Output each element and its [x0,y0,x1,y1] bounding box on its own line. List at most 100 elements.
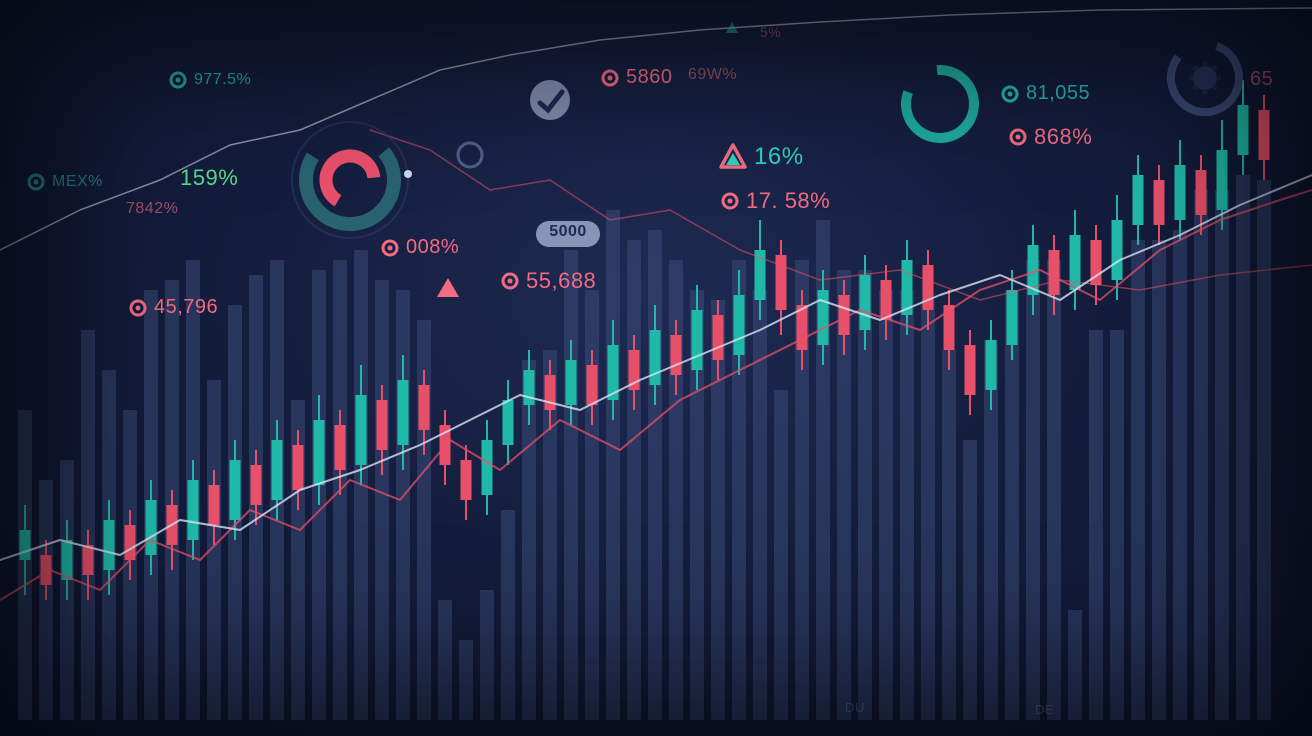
volume-bar [1068,610,1082,720]
candle-body [587,365,598,405]
annotation-text: MEX% [52,173,103,191]
candle-body [83,545,94,575]
volume-bar [753,290,767,720]
candle-body [692,310,703,370]
donut-dot [404,170,412,178]
volume-bar [396,290,410,720]
ring-small-icon [26,172,46,192]
volume-bar [963,440,977,720]
ring-small-icon [128,298,148,318]
annotation-a7: 5000 [535,220,601,248]
annotation-a5: 977.5% [168,70,251,90]
volume-bar [942,350,956,720]
pill-text: 5000 [535,223,601,241]
candle-body [881,280,892,320]
ring-small-icon [380,238,400,258]
candle-body [1049,250,1060,295]
candle-body [671,335,682,375]
annotation-a9: 5860 [600,66,673,89]
annotation-text: 65 [1250,68,1273,91]
candle-body [860,275,871,330]
volume-bar [1131,240,1145,720]
candle-body [209,485,220,525]
gear-tooth [1203,90,1208,95]
volume-bar [1194,190,1208,720]
volume-bar [921,300,935,720]
volume-bar [375,280,389,720]
annotation-a10: 69W% [688,66,737,84]
annotation-a14: 868% [1008,124,1092,150]
candle-body [524,370,535,405]
candle-body [1112,220,1123,280]
chart-canvas [0,0,1312,736]
volume-bar [900,290,914,720]
gear-tooth [1189,76,1194,81]
candle-body [1238,105,1249,155]
candle-body [377,400,388,450]
annotation-text: 5860 [626,66,673,89]
annotation-a16: DE [1035,702,1054,717]
candle-body [1007,290,1018,345]
gear-tooth [1193,66,1198,71]
candle-body [923,265,934,310]
annotation-text: DE [1035,702,1054,717]
annotation-a8: 55,688 [500,268,596,294]
annotation-text: 7842% [126,200,178,218]
candle-body [545,375,556,410]
ring-small-icon [168,70,188,90]
annotation-a17 [724,20,740,36]
ring-icon [903,67,977,141]
candle-body [650,330,661,385]
annotation-text: 5% [760,24,781,40]
small-ring-icon [458,143,482,167]
triangle-up-icon [718,142,748,172]
volume-bar [1215,190,1229,720]
annotation-a13: 81,055 [1000,82,1090,105]
annotation-a1: MEX% [26,172,103,192]
annotation-text: 159% [180,165,238,191]
volume-bar [648,230,662,720]
annotation-text: 16% [754,143,804,171]
trend-line-white-upper [0,8,1312,250]
volume-bar [1152,240,1166,720]
candle-body [1196,170,1207,215]
annotation-a3: 7842% [126,200,178,218]
annotation-a4: 45,796 [128,296,218,319]
annotation-text: 81,055 [1026,82,1090,105]
candle-body [482,440,493,495]
candle-body [566,360,577,405]
annotation-text: 977.5% [194,71,251,89]
candle-body [188,480,199,540]
candle-body [356,395,367,465]
volume-bar [1257,180,1271,720]
annotation-a20 [435,275,461,301]
candle-body [251,465,262,505]
pill-icon: 5000 [535,220,601,248]
volume-bar [501,510,515,720]
volume-bar [879,290,893,720]
gear-tooth [1212,85,1217,90]
annotation-text: 868% [1034,124,1092,150]
volume-bar [1173,230,1187,720]
volume-bar [774,390,788,720]
candle-body [713,315,724,360]
candle-body [965,345,976,395]
candle-body [734,295,745,355]
candle-body [230,460,241,520]
annotation-text: DU [845,700,865,715]
annotation-a15: DU [845,700,865,715]
ring-small-icon [500,271,520,291]
gear-tooth [1217,76,1222,81]
candle-body [1217,150,1228,210]
volume-bar [1026,260,1040,720]
annotation-text: 45,796 [154,296,218,319]
candle-body [398,380,409,445]
candle-body [20,530,31,560]
volume-bar [1089,330,1103,720]
volume-bars [18,175,1271,720]
annotation-text: 55,688 [526,268,596,294]
gear-tooth [1193,85,1198,90]
annotation-text: 008% [406,236,459,259]
donut-outer-arc [288,118,412,242]
annotation-a6: 008% [380,236,459,259]
